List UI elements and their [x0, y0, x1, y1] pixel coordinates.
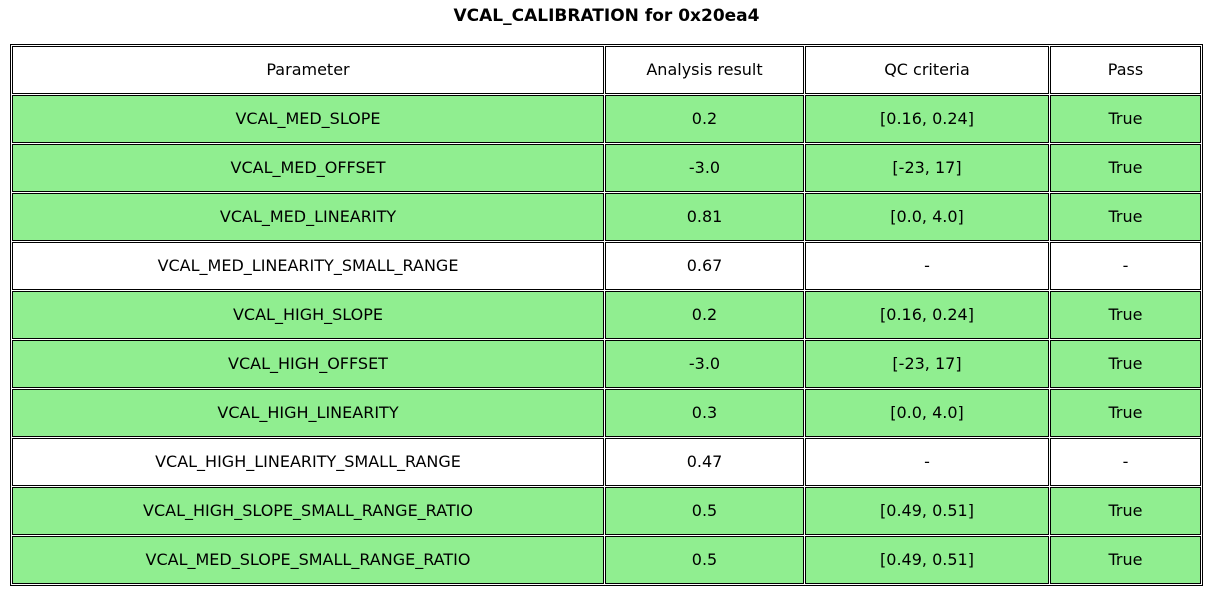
- cell-pass: -: [1050, 438, 1201, 486]
- table-row: VCAL_HIGH_LINEARITY 0.3 [0.0, 4.0] True: [12, 389, 1201, 437]
- table-row: VCAL_MED_OFFSET -3.0 [-23, 17] True: [12, 144, 1201, 192]
- cell-parameter: VCAL_HIGH_SLOPE_SMALL_RANGE_RATIO: [12, 487, 604, 535]
- cell-parameter: VCAL_MED_OFFSET: [12, 144, 604, 192]
- qc-table-body: VCAL_MED_SLOPE 0.2 [0.16, 0.24] True VCAL_ME…: [12, 95, 1201, 584]
- cell-parameter: VCAL_MED_LINEARITY_SMALL_RANGE: [12, 242, 604, 290]
- cell-pass: True: [1050, 291, 1201, 339]
- cell-qc-criteria: [0.49, 0.51]: [805, 536, 1049, 584]
- cell-analysis-result: 0.2: [605, 291, 804, 339]
- cell-parameter: VCAL_MED_LINEARITY: [12, 193, 604, 241]
- cell-parameter: VCAL_HIGH_SLOPE: [12, 291, 604, 339]
- header-row: Parameter Analysis result QC criteria Pa…: [12, 46, 1201, 94]
- cell-analysis-result: 0.5: [605, 536, 804, 584]
- cell-qc-criteria: [0.0, 4.0]: [805, 193, 1049, 241]
- cell-qc-criteria: -: [805, 242, 1049, 290]
- cell-parameter: VCAL_MED_SLOPE_SMALL_RANGE_RATIO: [12, 536, 604, 584]
- cell-qc-criteria: [0.16, 0.24]: [805, 95, 1049, 143]
- cell-analysis-result: 0.67: [605, 242, 804, 290]
- cell-analysis-result: -3.0: [605, 144, 804, 192]
- table-header: Parameter Analysis result QC criteria Pa…: [12, 46, 1201, 94]
- cell-analysis-result: 0.5: [605, 487, 804, 535]
- cell-qc-criteria: [0.0, 4.0]: [805, 389, 1049, 437]
- cell-pass: True: [1050, 389, 1201, 437]
- table-row: VCAL_MED_SLOPE_SMALL_RANGE_RATIO 0.5 [0.49…: [12, 536, 1201, 584]
- cell-pass: -: [1050, 242, 1201, 290]
- cell-analysis-result: 0.47: [605, 438, 804, 486]
- col-header-analysis-result: Analysis result: [605, 46, 804, 94]
- cell-analysis-result: 0.81: [605, 193, 804, 241]
- cell-analysis-result: 0.3: [605, 389, 804, 437]
- table-row: VCAL_MED_LINEARITY 0.81 [0.0, 4.0] True: [12, 193, 1201, 241]
- table-row: VCAL_HIGH_SLOPE 0.2 [0.16, 0.24] True: [12, 291, 1201, 339]
- cell-qc-criteria: [0.49, 0.51]: [805, 487, 1049, 535]
- cell-analysis-result: 0.2: [605, 95, 804, 143]
- cell-pass: True: [1050, 193, 1201, 241]
- cell-parameter: VCAL_HIGH_LINEARITY: [12, 389, 604, 437]
- cell-qc-criteria: -: [805, 438, 1049, 486]
- cell-qc-criteria: [-23, 17]: [805, 144, 1049, 192]
- table-row: VCAL_MED_SLOPE 0.2 [0.16, 0.24] True: [12, 95, 1201, 143]
- page-title: VCAL_CALIBRATION for 0x20ea4: [453, 6, 760, 26]
- cell-analysis-result: -3.0: [605, 340, 804, 388]
- table-row: VCAL_HIGH_SLOPE_SMALL_RANGE_RATIO 0.5 [0.4…: [12, 487, 1201, 535]
- table-row: VCAL_HIGH_LINEARITY_SMALL_RANGE 0.47- -: [12, 438, 1201, 486]
- cell-pass: True: [1050, 340, 1201, 388]
- cell-pass: True: [1050, 536, 1201, 584]
- cell-parameter: VCAL_MED_SLOPE: [12, 95, 604, 143]
- cell-parameter: VCAL_HIGH_OFFSET: [12, 340, 604, 388]
- qc-table: Parameter Analysis result QC criteria Pa…: [10, 44, 1203, 586]
- col-header-pass: Pass: [1050, 46, 1201, 94]
- table-row: VCAL_MED_LINEARITY_SMALL_RANGE 0.67- -: [12, 242, 1201, 290]
- cell-pass: True: [1050, 95, 1201, 143]
- cell-qc-criteria: [0.16, 0.24]: [805, 291, 1049, 339]
- table-row: VCAL_HIGH_OFFSET -3.0 [-23, 17] True: [12, 340, 1201, 388]
- cell-parameter: VCAL_HIGH_LINEARITY_SMALL_RANGE: [12, 438, 604, 486]
- cell-pass: True: [1050, 144, 1201, 192]
- cell-qc-criteria: [-23, 17]: [805, 340, 1049, 388]
- col-header-qc-criteria: QC criteria: [805, 46, 1049, 94]
- col-header-parameter: Parameter: [12, 46, 604, 94]
- cell-pass: True: [1050, 487, 1201, 535]
